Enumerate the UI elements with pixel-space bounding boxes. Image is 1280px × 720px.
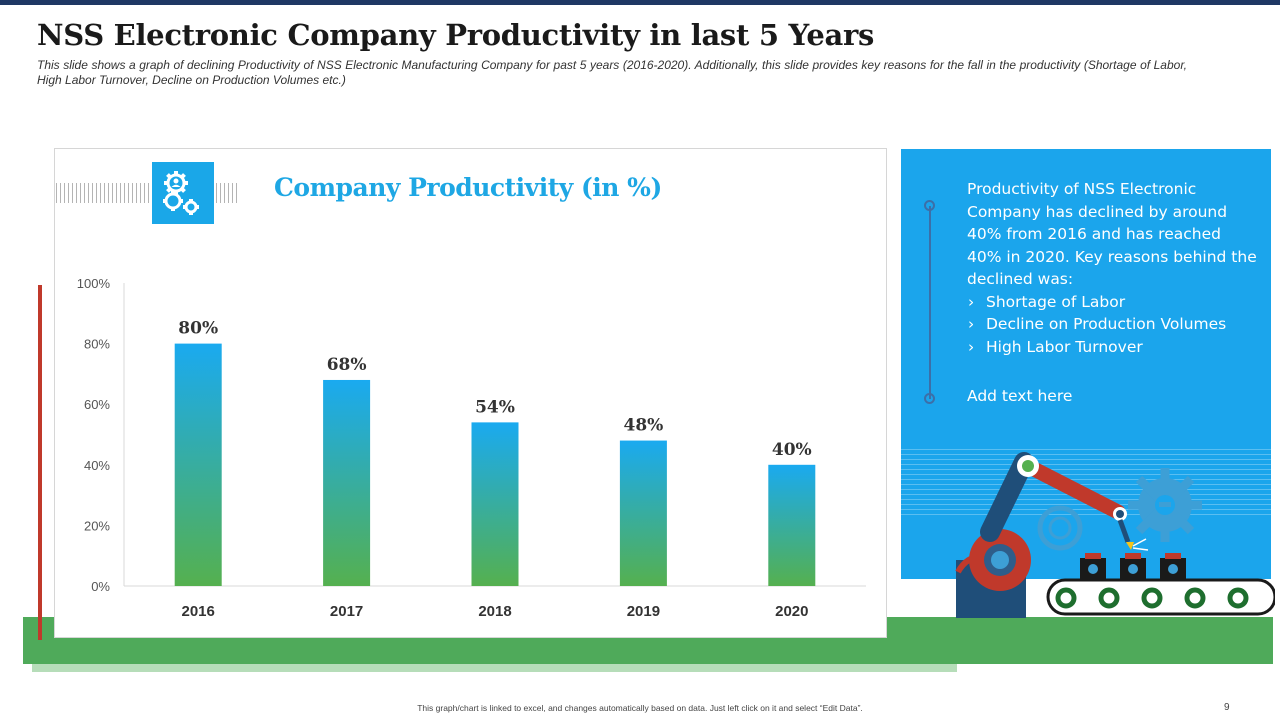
y-tick-label: 40% <box>84 458 110 473</box>
conveyor-boxes <box>1080 553 1186 580</box>
timeline-dot-top <box>924 200 935 211</box>
bar <box>323 379 371 586</box>
reason-item: Shortage of Labor <box>967 291 1257 314</box>
y-tick-label: 100% <box>77 276 111 291</box>
green-ground-shadow <box>32 664 957 672</box>
y-tick-label: 0% <box>91 579 110 594</box>
bar <box>174 343 222 586</box>
chart-card[interactable]: Company Productivity (in %) 0% 20% 40% 60% 8… <box>54 148 887 638</box>
chart-title: Company Productivity (in %) <box>274 173 662 202</box>
x-tick-label: 2019 <box>627 603 660 620</box>
timeline-dot-bottom <box>924 393 935 404</box>
bar-data-label: 54% <box>475 397 515 417</box>
top-accent-bar <box>0 0 1280 5</box>
info-text: Productivity of NSS Electronic Company h… <box>967 178 1257 358</box>
bar-data-label: 68% <box>327 355 367 375</box>
y-tick-label: 20% <box>84 518 110 533</box>
reason-item: High Labor Turnover <box>967 336 1257 359</box>
panel-stripes <box>901 449 1271 519</box>
x-tick-label: 2017 <box>330 603 363 620</box>
page-subtitle: This slide shows a graph of declining Pr… <box>37 58 1187 87</box>
x-tick-label: 2016 <box>182 603 215 620</box>
y-tick-label: 80% <box>84 337 110 352</box>
x-tick-label: 2018 <box>478 603 511 620</box>
x-tick-label: 2020 <box>775 603 808 620</box>
info-paragraph: Productivity of NSS Electronic Company h… <box>967 180 1257 288</box>
red-accent-line <box>38 285 42 640</box>
bar-chart[interactable]: 0% 20% 40% 60% 80% 100% 80% 2016 68% 2017 54% 2018 4… <box>55 149 886 637</box>
add-text-placeholder[interactable]: Add text here <box>967 387 1073 405</box>
timeline-line <box>929 206 931 399</box>
y-tick-label: 60% <box>84 397 110 412</box>
bar-data-label: 40% <box>772 440 812 460</box>
footer-note: This graph/chart is linked to excel, and… <box>417 703 863 713</box>
bar-data-label: 48% <box>623 416 663 436</box>
page-title: NSS Electronic Company Productivity in l… <box>37 18 875 52</box>
robot-arm-conveyor-icon <box>955 452 1275 618</box>
reason-item: Decline on Production Volumes <box>967 313 1257 336</box>
page-number: 9 <box>1224 702 1230 713</box>
bar-data-label: 80% <box>178 319 218 339</box>
bar <box>619 440 667 586</box>
reasons-list: Shortage of Labor Decline on Production … <box>967 291 1257 359</box>
background-gear-icon <box>1128 468 1202 542</box>
gears-person-icon <box>152 162 214 224</box>
bar <box>471 422 519 586</box>
info-panel: Productivity of NSS Electronic Company h… <box>901 149 1271 579</box>
bar <box>768 464 816 586</box>
small-gear-icon <box>1037 505 1083 551</box>
